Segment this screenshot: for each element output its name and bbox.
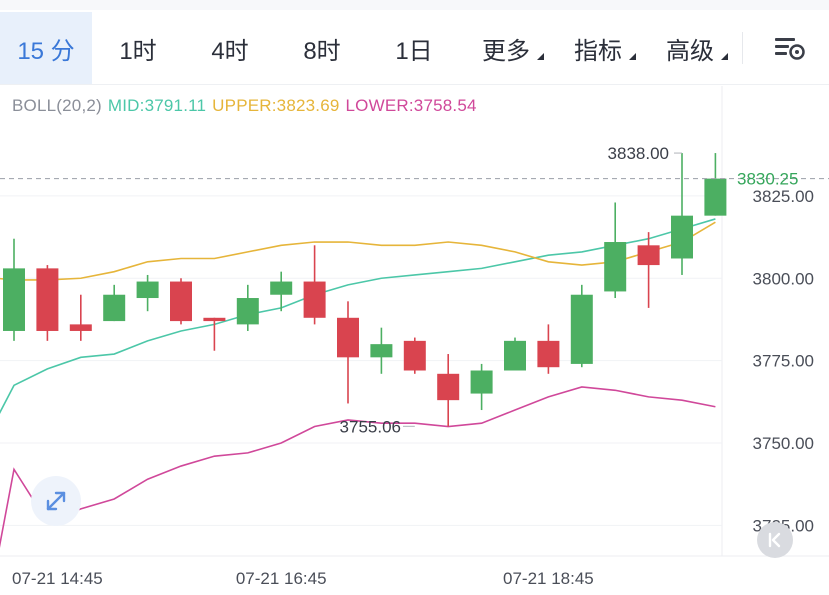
boll-upper: UPPER:3823.69 <box>212 96 340 115</box>
candle-up <box>370 344 393 358</box>
candle-down <box>337 317 359 358</box>
low-annotation-label: 3755.06 <box>340 417 401 436</box>
chart-settings-icon <box>775 38 805 60</box>
tabs-divider <box>0 84 829 85</box>
candle-up <box>103 294 126 322</box>
y-tick-label: 3775.00 <box>753 352 814 371</box>
candle-up <box>570 294 593 364</box>
candle-down <box>403 340 426 371</box>
tab-label: 1时 <box>119 37 157 65</box>
candle-up <box>470 370 493 394</box>
candle-down <box>203 317 226 322</box>
tab-more[interactable]: 更多 <box>460 12 552 84</box>
tab-label: 指标 <box>574 37 622 65</box>
tab-1d[interactable]: 1日 <box>368 12 460 84</box>
candle-up <box>236 298 259 325</box>
candle-up <box>3 268 25 331</box>
scroll-to-latest-button[interactable] <box>757 522 793 558</box>
candle-down <box>303 281 326 318</box>
candle-up <box>136 281 159 299</box>
dropdown-caret-icon <box>629 53 636 60</box>
chevron-left-end-icon <box>768 532 781 548</box>
boll-lower: LOWER:3758.54 <box>345 96 477 115</box>
candle-down <box>36 268 59 331</box>
expand-arrows-icon <box>46 491 66 511</box>
x-tick-label: 07-21 14:45 <box>12 569 103 588</box>
x-tick-label: 07-21 16:45 <box>236 569 327 588</box>
tab-advanced[interactable]: 高级 <box>644 12 736 84</box>
current-price-label: 3830.25 <box>737 170 798 189</box>
candle-down <box>437 373 460 401</box>
candle-down <box>170 281 192 322</box>
high-annotation-label: 3838.00 <box>608 144 669 163</box>
chart-settings-button[interactable] <box>755 12 825 84</box>
top-strip <box>0 0 829 10</box>
candle-down <box>637 245 660 266</box>
candle-up <box>704 178 727 216</box>
candle-up <box>504 340 526 371</box>
x-tick-label: 07-21 18:45 <box>503 569 594 588</box>
boll-mid-line <box>0 218 716 414</box>
candle-down <box>69 324 92 331</box>
candle-up <box>270 281 293 295</box>
tab-label: 4时 <box>211 37 249 65</box>
dropdown-caret-icon <box>537 53 544 60</box>
tab-label: 更多 <box>482 37 530 65</box>
y-tick-label: 3800.00 <box>753 269 814 288</box>
tab-1h[interactable]: 1时 <box>92 12 184 84</box>
tab-label: 1日 <box>395 37 433 65</box>
y-tick-label: 3825.00 <box>753 187 814 206</box>
expand-chart-button[interactable] <box>31 476 81 526</box>
tab-4h[interactable]: 4时 <box>184 12 276 84</box>
tab-15min[interactable]: 15 分 <box>0 12 92 84</box>
tab-divider <box>742 32 743 64</box>
boll-legend: BOLL(20,2) MID:3791.11 UPPER:3823.69 LOWER:… <box>12 96 483 116</box>
tab-label: 8时 <box>303 37 341 65</box>
tab-8h[interactable]: 8时 <box>276 12 368 84</box>
tab-indicators[interactable]: 指标 <box>552 12 644 84</box>
interval-tabs: 15 分 1时 4时 8时 1日 更多 指标 高级 <box>0 12 829 84</box>
tab-label: 15 分 <box>17 37 75 65</box>
boll-label: BOLL(20,2) <box>12 96 102 115</box>
candle-down <box>537 340 560 368</box>
y-tick-label: 3750.00 <box>753 434 814 453</box>
candle-up <box>671 215 693 259</box>
tab-label: 高级 <box>666 37 714 65</box>
boll-lower-line <box>0 386 716 548</box>
boll-upper-line <box>0 221 716 281</box>
candle-up <box>604 242 627 292</box>
boll-mid: MID:3791.11 <box>107 96 207 115</box>
dropdown-caret-icon <box>721 53 728 60</box>
